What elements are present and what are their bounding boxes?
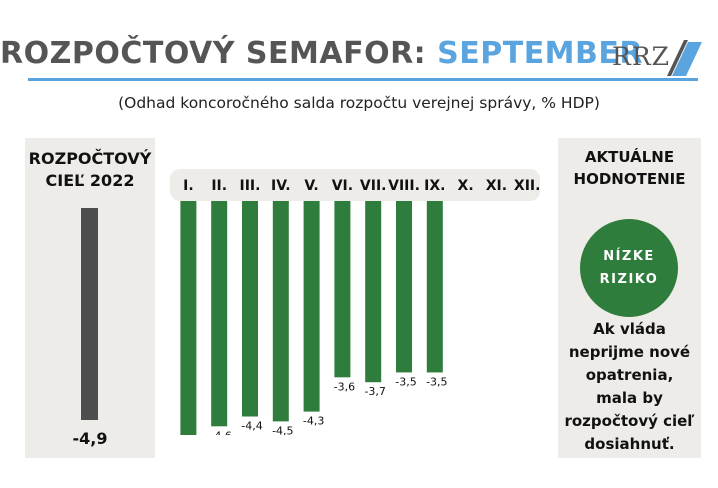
assessment-text-line: neprijme nové: [568, 343, 691, 361]
month-label: I.: [183, 178, 194, 194]
month-bar: [365, 201, 382, 383]
assessment-text-line: rozpočtový cieľ: [564, 412, 695, 430]
budget-target-panel: ROZPOČTOVÝ CIEĽ 2022 -4,9: [25, 138, 155, 458]
month-bar: [334, 201, 351, 378]
rrz-logo: RRZ: [612, 38, 704, 78]
month-label: V.: [304, 178, 318, 194]
assessment-text: Ak vláda neprijme nové opatrenia, mala by ro…: [558, 318, 701, 456]
month-value-label: -3,6: [334, 380, 355, 393]
target-value: -4,9: [72, 429, 108, 448]
month-label: XII.: [514, 178, 541, 194]
risk-line2: RIZIKO: [599, 272, 659, 287]
target-title: ROZPOČTOVÝ CIEĽ 2022: [25, 148, 155, 192]
month-label: VII.: [360, 178, 387, 194]
month-label: III.: [240, 178, 261, 194]
logo-slash-icon: [667, 40, 702, 76]
month-value-label: -4,6: [210, 429, 231, 435]
month-label: X.: [458, 178, 474, 194]
month-label: IV.: [271, 178, 291, 194]
risk-line1: NÍZKE: [603, 249, 655, 264]
target-title-line2: CIEĽ 2022: [45, 171, 135, 190]
month-label: IX.: [424, 178, 445, 194]
assessment-title: AKTUÁLNE HODNOTENIE: [558, 146, 701, 190]
assessment-panel: AKTUÁLNE HODNOTENIE NÍZKE RIZIKO Ak vlád…: [558, 138, 701, 458]
subtitle: (Odhad koncoročného salda rozpočtu verej…: [118, 94, 600, 112]
month-bar: [211, 201, 228, 427]
month-bar: [303, 201, 320, 412]
month-value-label: -3,5: [426, 375, 447, 388]
month-bar: [242, 201, 258, 417]
month-label: VIII.: [388, 178, 420, 194]
monthly-deficit-chart: I.-4,8II.-4,6III.-4,4IV.-4,5V.-4,3VI.-3,…: [170, 169, 541, 435]
assessment-text-line: mala by: [596, 389, 663, 407]
assessment-text-line: opatrenia,: [585, 366, 674, 384]
assessment-title-line1: AKTUÁLNE: [584, 148, 675, 166]
risk-badge: NÍZKE RIZIKO: [580, 219, 678, 317]
month-label: VI.: [332, 178, 353, 194]
title-underline: [28, 78, 698, 81]
target-title-line1: ROZPOČTOVÝ: [28, 149, 152, 168]
page-title: ROZPOČTOVÝ SEMAFOR: SEPTEMBER: [0, 36, 643, 71]
month-bar: [426, 201, 443, 373]
assessment-text-line: Ak vláda: [593, 320, 666, 338]
assessment-text-line: dosiahnuť.: [584, 435, 675, 453]
logo-text: RRZ: [612, 42, 671, 71]
month-value-label: -4,5: [272, 424, 293, 435]
month-value-label: -4,4: [241, 420, 262, 433]
month-label: XI.: [486, 178, 507, 194]
month-label-band: [170, 169, 540, 201]
month-bar: [272, 201, 289, 422]
month-label: II.: [211, 178, 227, 194]
assessment-title-line2: HODNOTENIE: [573, 170, 686, 188]
month-value-label: -4,3: [303, 415, 324, 428]
title-main: ROZPOČTOVÝ SEMAFOR:: [0, 36, 427, 71]
month-value-label: -3,5: [395, 375, 416, 388]
month-bar: [396, 201, 412, 373]
month-bar: [180, 201, 197, 435]
month-value-label: -3,7: [364, 385, 385, 398]
target-bar: [81, 208, 98, 420]
title-month: SEPTEMBER: [437, 36, 643, 71]
